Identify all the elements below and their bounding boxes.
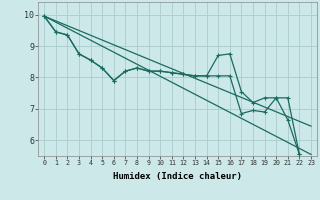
X-axis label: Humidex (Indice chaleur): Humidex (Indice chaleur) [113, 172, 242, 181]
